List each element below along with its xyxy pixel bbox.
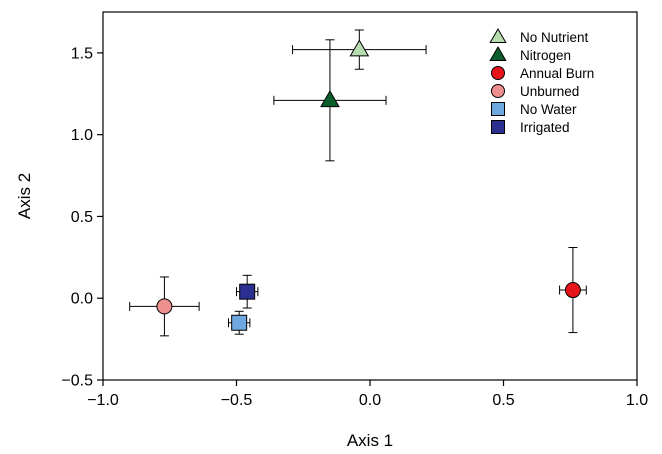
x-tick-label: 0.0: [359, 392, 381, 409]
legend-marker: [491, 102, 505, 116]
legend-label: Annual Burn: [520, 66, 594, 81]
y-tick-label: 1.0: [71, 127, 93, 144]
y-tick-label: 0.5: [71, 209, 93, 226]
data-point: [231, 314, 248, 331]
axis-ticks: −1.0 −0.5 0.0 0.5 1.0 −0.5 0.0 0.5 1.0 1.5: [61, 45, 648, 409]
error-bars: [129, 29, 587, 337]
data-point: [564, 282, 581, 299]
legend-marker: [491, 66, 505, 80]
x-tick-label: −0.5: [221, 392, 253, 409]
y-tick-label: −0.5: [61, 373, 93, 390]
legend-marker: [491, 120, 505, 134]
x-tick-label: −1.0: [87, 392, 119, 409]
legend-label: Unburned: [520, 84, 579, 99]
data-point: [239, 283, 256, 300]
x-tick-label: 1.0: [626, 392, 648, 409]
y-axis-title: Axis 2: [15, 173, 34, 219]
legend-marker: [489, 45, 507, 61]
legend: No Nutrient Nitrogen Annual Burn Unburned No…: [489, 27, 594, 135]
legend-marker: [489, 27, 507, 43]
x-axis-title: Axis 1: [347, 431, 393, 450]
legend-label: Irrigated: [520, 120, 570, 135]
data-point: [320, 90, 340, 108]
legend-label: No Nutrient: [520, 30, 589, 45]
data-point: [156, 298, 173, 315]
legend-marker: [491, 84, 505, 98]
legend-label: Nitrogen: [520, 48, 571, 63]
y-tick-label: 0.0: [71, 291, 93, 308]
x-tick-label: 0.5: [492, 392, 514, 409]
data-point: [349, 39, 370, 57]
y-tick-label: 1.5: [71, 45, 93, 62]
legend-label: No Water: [520, 102, 577, 117]
data-markers: [156, 39, 581, 331]
